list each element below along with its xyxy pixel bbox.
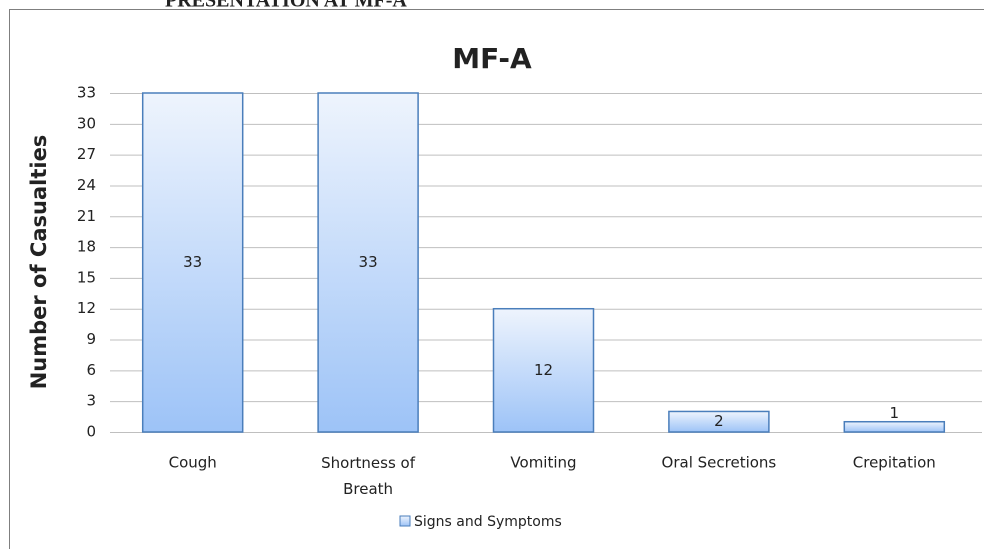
x-tick-label: Vomiting — [510, 454, 576, 472]
bar — [317, 92, 419, 433]
y-tick-label: 0 — [86, 423, 96, 441]
page-heading: PRESENTATION AT MF-A — [165, 0, 407, 12]
y-tick-label: 15 — [77, 268, 96, 286]
data-label: 2 — [714, 412, 724, 430]
y-tick-label: 9 — [86, 330, 96, 348]
bar — [843, 420, 946, 433]
bar — [141, 92, 244, 433]
bar — [668, 410, 770, 433]
y-tick-label: 24 — [77, 176, 96, 194]
data-label: 33 — [359, 253, 378, 271]
y-tick-label: 12 — [77, 299, 96, 317]
x-tick-label: Shortness of Breath — [321, 454, 416, 498]
legend-swatch — [399, 515, 411, 527]
y-tick-label: 6 — [86, 361, 96, 379]
legend-label: Signs and Symptoms — [414, 514, 562, 530]
x-tick-label: Oral Secretions — [662, 454, 777, 472]
y-tick-label: 18 — [77, 238, 96, 256]
x-tick-label: Cough — [169, 454, 217, 472]
x-tick-label-line: Shortness of — [321, 454, 416, 472]
y-tick-label: 27 — [77, 145, 96, 163]
bar — [492, 307, 595, 433]
y-axis-label: Number of Casualties — [27, 135, 51, 390]
y-tick-label: 21 — [77, 207, 96, 225]
data-label: 1 — [890, 404, 900, 422]
chart-title: MF-A — [452, 42, 532, 75]
data-label: 12 — [534, 361, 553, 379]
x-tick-label: Crepitation — [853, 454, 936, 472]
x-tick-label-line: Breath — [343, 480, 393, 498]
data-label: 33 — [183, 253, 202, 271]
y-tick-label: 33 — [77, 84, 96, 102]
y-tick-label: 3 — [86, 392, 96, 410]
y-tick-label: 30 — [77, 114, 96, 132]
